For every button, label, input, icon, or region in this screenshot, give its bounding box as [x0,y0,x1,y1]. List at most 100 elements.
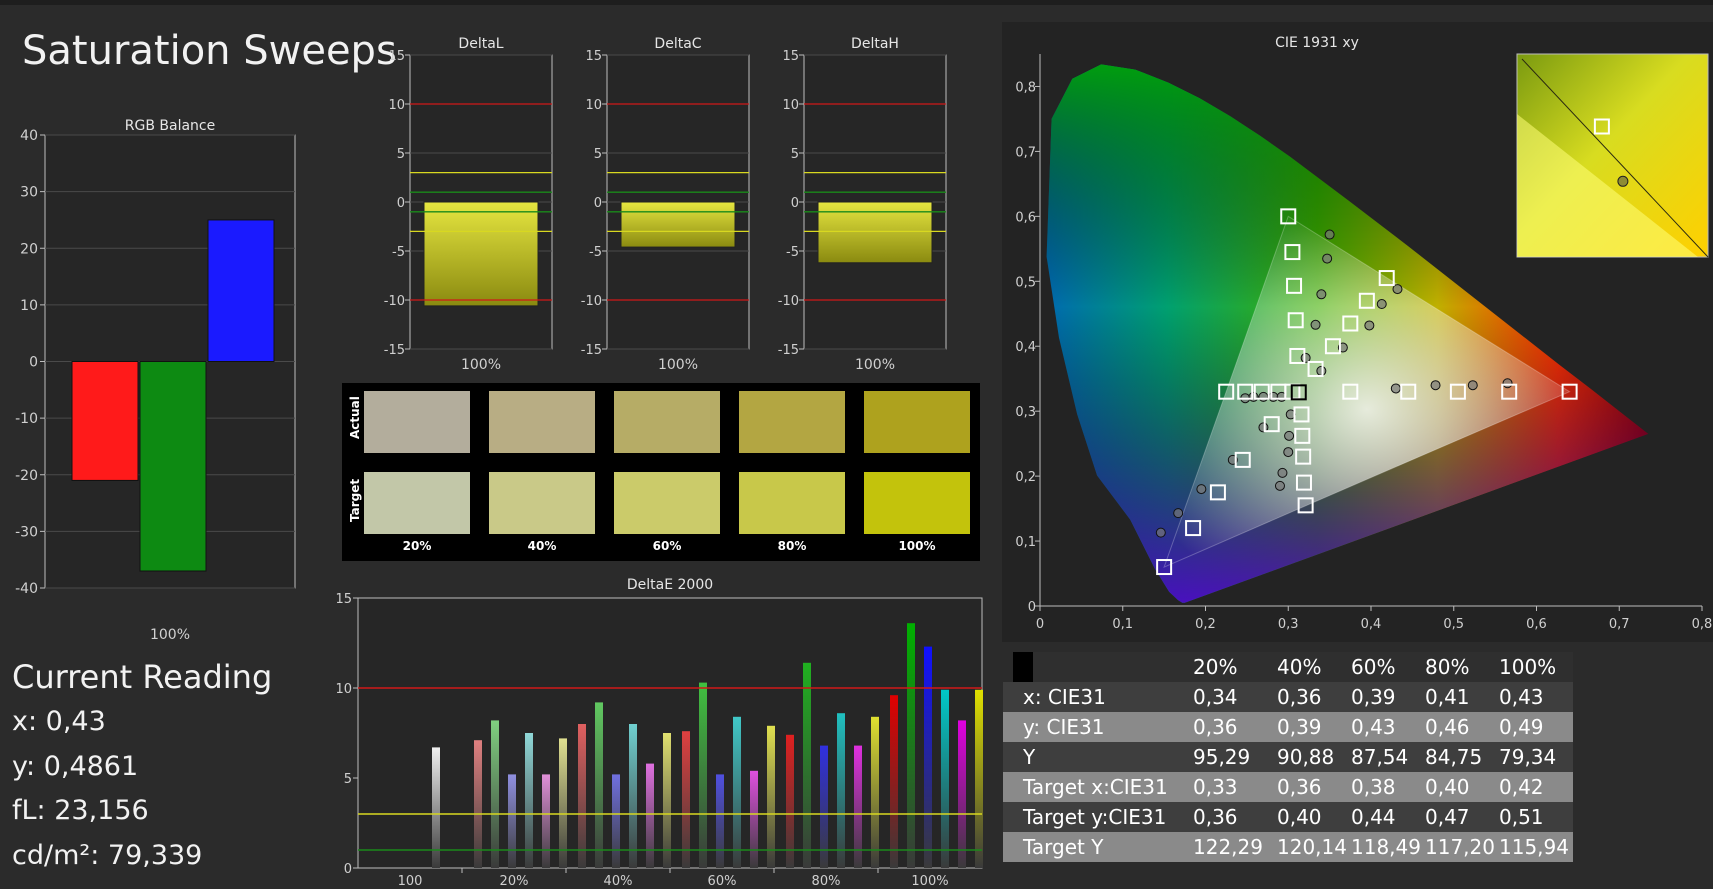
table-col-header: 80% [1425,652,1499,682]
y-tick-label: -5 [786,245,799,260]
target-point [1400,383,1417,400]
y-tick-label: -10 [581,294,602,309]
delta-e-bar [682,731,690,868]
measured-point [1196,484,1207,495]
table-header-row: 20% 40% 60% 80% 100% [1013,652,1573,682]
measured-point [1274,480,1285,491]
y-tick-label: 15 [782,49,799,64]
delta-e-bar [716,774,724,868]
table-cell: 0,36 [1193,712,1277,742]
y-tick-label: 10 [335,682,352,697]
y-tick-label: 0,1 [1015,535,1036,550]
swatch-label-60: 60% [652,539,682,553]
target-point [1293,406,1310,423]
delta-e-bar [786,734,794,868]
x-tick-label: 100% [855,357,895,373]
delta-e-bar [837,713,845,868]
table-row-label: x: CIE31 [1003,682,1193,712]
table-cell: 0,39 [1351,682,1425,712]
actual-row-label: Actual [348,396,362,439]
y-tick-label: 0,5 [1015,275,1036,290]
delta-e-bar [542,774,550,868]
y-tick-label: -30 [15,524,38,540]
bar-r [71,361,139,481]
table-cell: 122,29 [1193,832,1277,862]
x-tick-label: 100% [911,874,948,889]
y-tick-label: 5 [344,772,352,787]
table-cell: 0,47 [1425,802,1499,832]
target-point [1297,497,1314,514]
delta-e-bar [646,763,654,868]
chart-title: DeltaE 2000 [627,577,713,593]
y-tick-label: 0,7 [1015,145,1036,160]
table-cell: 0,39 [1277,712,1351,742]
x-tick-label: 0,1 [1112,617,1133,632]
table-cell: 0,51 [1499,802,1573,832]
measured-point [1392,284,1403,295]
y-tick-label: -10 [384,294,405,309]
delta-e-bar [941,689,949,868]
y-tick-label: 5 [594,147,602,162]
x-tick-label: 0,5 [1443,617,1464,632]
target-swatch-60 [614,472,720,534]
x-tick-label: 100% [461,357,501,373]
actual-swatch-60 [614,391,720,453]
table-row-label: Target y:CIE31 [1003,802,1193,832]
current-reading-heading: Current Reading [12,658,273,696]
table-row: x: CIE31 0,34 0,36 0,39 0,41 0,43 [1003,682,1573,712]
table-cell: 118,49 [1351,832,1425,862]
y-tick-label: -5 [589,245,602,260]
measured-point [1248,391,1259,402]
y-tick-label: 0 [29,355,38,371]
target-point [1263,416,1280,433]
x-tick-label: 0,3 [1278,617,1299,632]
y-tick-label: 10 [782,98,799,113]
y-tick-label: -5 [392,245,405,260]
table-cell: 0,34 [1193,682,1277,712]
table-cell: 0,43 [1499,682,1573,712]
delta-e-bar [508,774,516,868]
swatch-label-80: 80% [777,539,807,553]
white-point-target [1290,384,1307,401]
table-cell: 0,43 [1351,712,1425,742]
measured-point [1376,299,1387,310]
delta-e-bar [578,724,586,868]
table-row: y: CIE31 0,36 0,39 0,43 0,46 0,49 [1003,712,1573,742]
measured-point [1268,391,1279,402]
reading-cdm2: cd/m²: 79,339 [12,839,203,871]
page-title: Saturation Sweeps [22,28,397,74]
current-reading-panel: Current Reading x: 0,43 y: 0,4861 fL: 23… [12,658,332,884]
measured-point [1310,319,1321,330]
swatch-label-100: 100% [898,539,936,553]
target-point [1209,484,1226,501]
delta-e-bar [854,745,862,868]
bar-g [139,361,207,572]
y-tick-label: -15 [384,343,405,358]
x-tick-label: 0,4 [1361,617,1382,632]
table-cell: 0,36 [1277,682,1351,712]
table-row: Target Y 122,29 120,14 118,49 117,20 115… [1003,832,1573,862]
target-point [1342,383,1359,400]
target-row-label: Target [348,478,362,522]
x-tick-label: 0 [1036,617,1044,632]
bar-b [207,219,275,362]
delta-bar [817,201,933,264]
delta-e-bar [871,716,879,868]
table-row: Y 95,29 90,88 87,54 84,75 79,34 [1003,742,1573,772]
table-cell: 0,49 [1499,712,1573,742]
delta-e-bar [975,689,983,868]
reading-x: x: 0,43 [12,706,106,737]
y-tick-label: -40 [15,581,38,597]
delta-e-bar [820,745,828,868]
cie-1931-xy-chart: CIE 1931 xy 00 0,1 0,1 0,2 0,2 0,3 0,3 0,4 0,4 0,5… [1015,35,1712,632]
y-tick-label: 30 [20,185,38,201]
y-tick-label: 0,2 [1015,470,1036,485]
y-tick-label: 5 [397,147,405,162]
y-tick-label: 0 [344,862,352,877]
measured-point [1277,467,1288,478]
x-tick-label: 100 [398,874,423,889]
delta-e-bar [612,774,620,868]
target-point [1358,292,1375,309]
measured-point [1283,447,1294,458]
y-tick-label: 0 [791,196,799,211]
